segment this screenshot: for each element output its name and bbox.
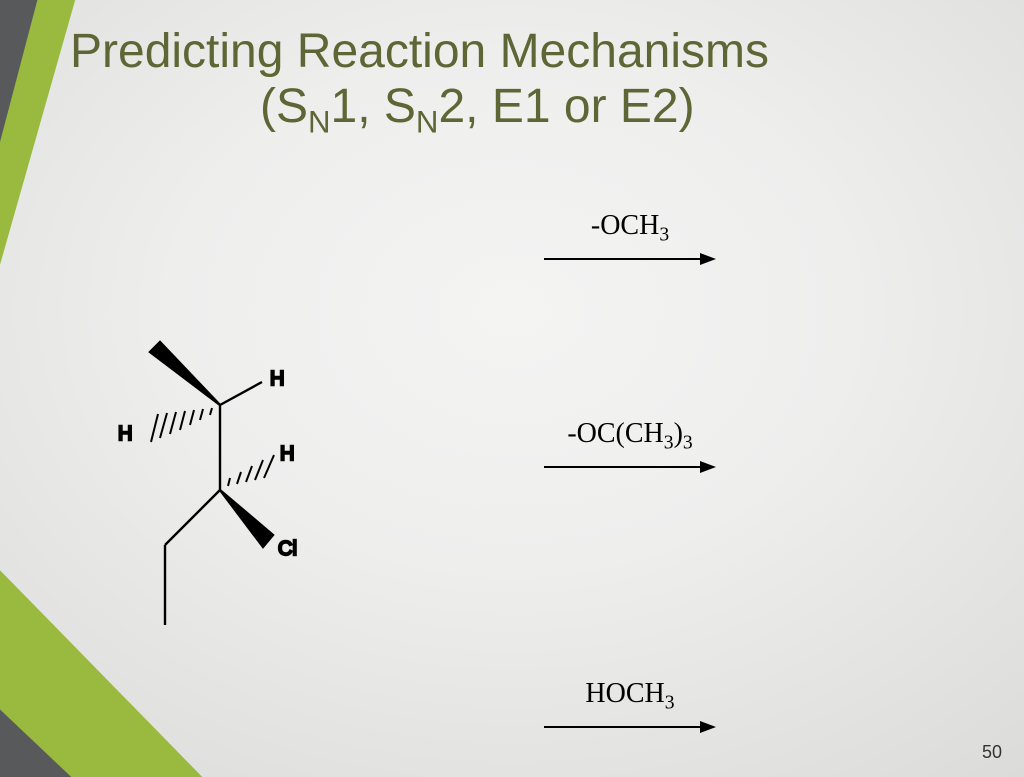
label-h-mid: H: [280, 443, 294, 465]
reagent-2-label: -OC(CH3)3: [500, 418, 760, 455]
arrow-icon: [540, 457, 720, 477]
title-line-1: Predicting Reaction Mechanisms: [70, 25, 769, 78]
arrow-icon: [540, 717, 720, 737]
reagent-1-label: -OCH3: [500, 210, 760, 247]
label-h-left: H: [118, 423, 132, 445]
label-cl: Cl: [278, 538, 297, 560]
reagent-3-label: HOCH3: [500, 678, 760, 715]
label-h-top: H: [270, 368, 284, 390]
title-line-2: (SN1, SN2, E1 or E2): [70, 79, 994, 134]
arrow-icon: [540, 249, 720, 269]
slide-title: Predicting Reaction Mechanisms (SN1, SN2…: [70, 24, 994, 134]
reagent-1: -OCH3: [500, 210, 760, 269]
page-number: 50: [982, 742, 1002, 763]
reagent-2: -OC(CH3)3: [500, 418, 760, 477]
reagent-3: HOCH3: [500, 678, 760, 737]
molecule-structure: H H H: [80, 330, 380, 650]
slide: Predicting Reaction Mechanisms (SN1, SN2…: [0, 0, 1024, 777]
